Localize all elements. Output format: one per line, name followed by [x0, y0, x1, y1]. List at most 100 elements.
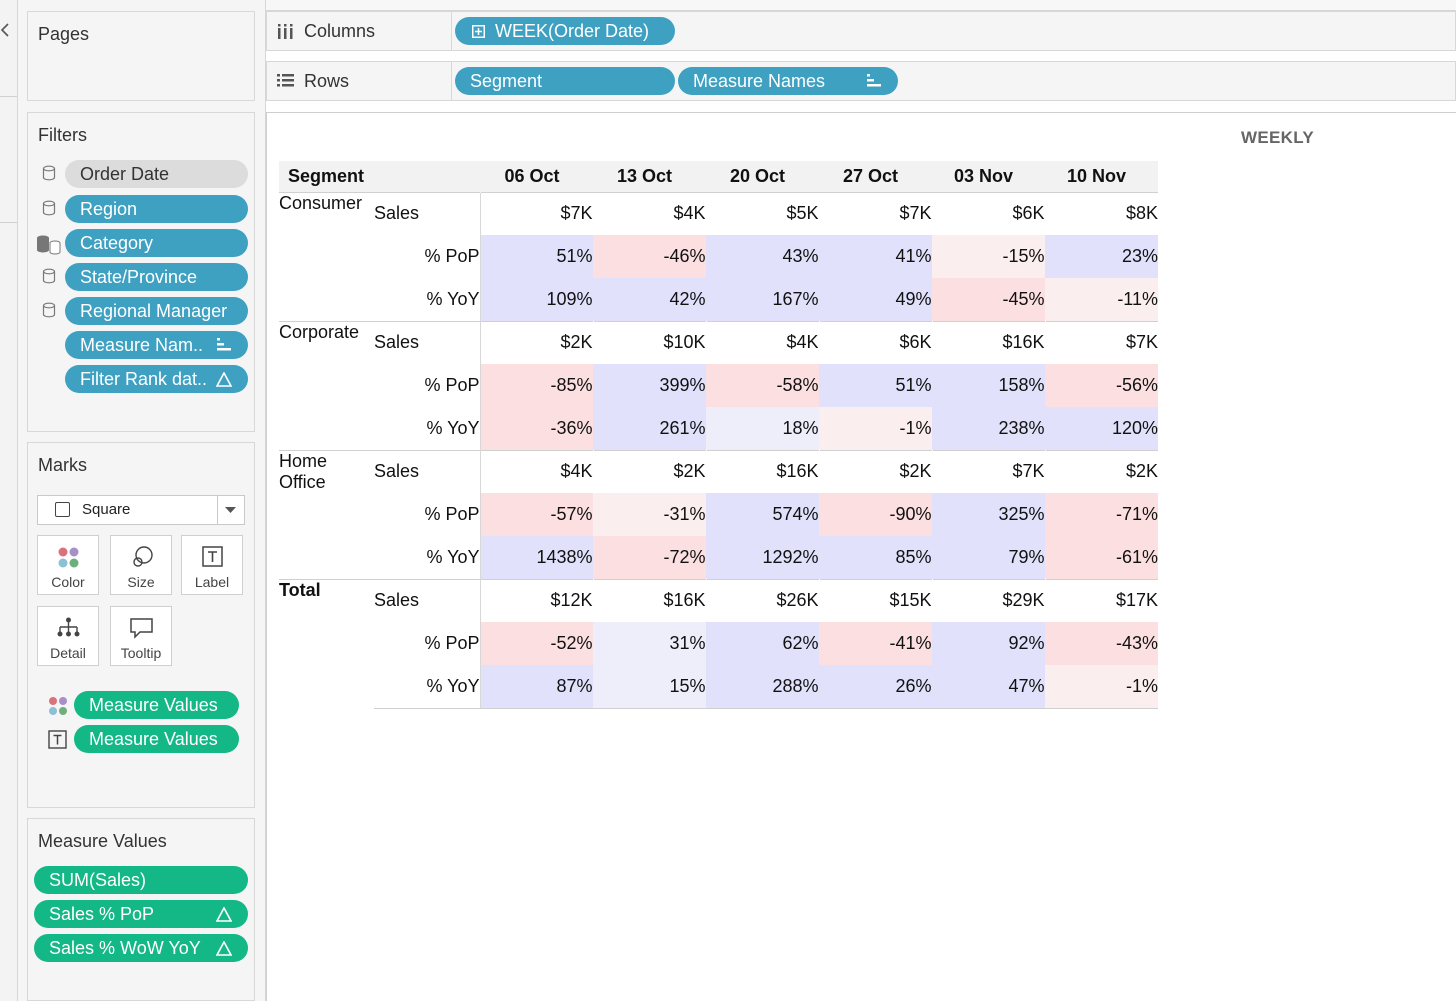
filter-pill-filter-rank-date[interactable]: Filter Rank dat..	[65, 365, 248, 393]
value-cell[interactable]: 15%	[593, 665, 706, 709]
value-cell[interactable]: -61%	[1045, 536, 1158, 579]
value-cell[interactable]: 92%	[932, 622, 1045, 665]
value-cell[interactable]: -41%	[819, 622, 932, 665]
value-cell[interactable]: 288%	[706, 665, 819, 709]
filter-pill-order-date[interactable]: Order Date	[65, 160, 248, 188]
value-cell[interactable]: 85%	[819, 536, 932, 579]
filter-pill-measure-names[interactable]: Measure Nam..	[65, 331, 248, 359]
mv-sum-sales[interactable]: SUM(Sales)	[34, 866, 248, 894]
value-cell[interactable]: 43%	[706, 235, 819, 278]
value-cell[interactable]: $7K	[932, 449, 1045, 493]
value-cell[interactable]: $26K	[706, 578, 819, 622]
value-cell[interactable]: 120%	[1045, 407, 1158, 450]
label-button[interactable]: Label	[181, 535, 243, 595]
measure-name-label[interactable]: % YoY	[374, 665, 480, 709]
value-cell[interactable]: -45%	[932, 278, 1045, 321]
value-cell[interactable]: $16K	[932, 320, 1045, 364]
value-cell[interactable]: $4K	[593, 191, 706, 235]
measure-name-label[interactable]: % PoP	[424, 375, 480, 395]
marks-field-measure-values[interactable]: Measure Values	[74, 691, 239, 719]
value-cell[interactable]: $2K	[593, 449, 706, 493]
value-cell[interactable]: 1438%	[479, 536, 593, 579]
measure-name-label[interactable]: % YoY	[426, 417, 480, 438]
value-cell[interactable]: $10K	[593, 320, 706, 364]
value-cell[interactable]: 49%	[819, 278, 932, 321]
value-cell[interactable]: $5K	[706, 191, 819, 235]
value-cell[interactable]: 26%	[819, 665, 932, 709]
value-cell[interactable]: $15K	[819, 578, 932, 622]
value-cell[interactable]: 574%	[706, 493, 819, 536]
value-cell[interactable]: -43%	[1045, 622, 1158, 665]
rows-shelf[interactable]: Rows Segment Measure Names	[266, 61, 1456, 101]
value-cell[interactable]: -31%	[593, 493, 706, 536]
value-cell[interactable]: -72%	[593, 536, 706, 579]
pages-card[interactable]: Pages	[27, 11, 255, 101]
value-cell[interactable]: -57%	[479, 493, 593, 536]
segment-pill[interactable]: Segment	[455, 67, 675, 95]
color-button[interactable]: Color	[37, 535, 99, 595]
value-cell[interactable]: 51%	[479, 235, 593, 278]
value-cell[interactable]: $4K	[479, 449, 593, 493]
measure-name-label[interactable]: Sales	[374, 320, 480, 364]
measure-name-label[interactable]: % YoY	[426, 288, 480, 309]
week-header[interactable]: 20 Oct	[706, 161, 819, 192]
value-cell[interactable]: -56%	[1045, 364, 1158, 407]
measure-name-label[interactable]: % PoP	[424, 633, 480, 653]
value-cell[interactable]: 399%	[593, 364, 706, 407]
value-cell[interactable]: $4K	[706, 320, 819, 364]
value-cell[interactable]: $7K	[479, 191, 593, 235]
value-cell[interactable]: 325%	[932, 493, 1045, 536]
value-cell[interactable]: -58%	[706, 364, 819, 407]
segment-label[interactable]: Corporate	[279, 320, 374, 450]
segment-label[interactable]: Home Office	[279, 449, 374, 579]
filter-pill-region[interactable]: Region	[65, 195, 248, 223]
value-cell[interactable]: $2K	[479, 320, 593, 364]
value-cell[interactable]: -11%	[1045, 278, 1158, 321]
mv-sales-pop[interactable]: Sales % PoP	[34, 900, 248, 928]
value-cell[interactable]: $16K	[593, 578, 706, 622]
measure-name-label[interactable]: % PoP	[424, 246, 480, 266]
segment-label[interactable]: Consumer	[279, 191, 374, 321]
value-cell[interactable]: 42%	[593, 278, 706, 321]
value-cell[interactable]: $8K	[1045, 191, 1158, 235]
week-order-date-pill[interactable]: WEEK(Order Date)	[455, 17, 675, 45]
segment-label[interactable]: Total	[279, 578, 374, 708]
value-cell[interactable]: 79%	[932, 536, 1045, 579]
value-cell[interactable]: 1292%	[706, 536, 819, 579]
value-cell[interactable]: 41%	[819, 235, 932, 278]
filter-pill-state-province[interactable]: State/Province	[65, 263, 248, 291]
value-cell[interactable]: -1%	[1045, 665, 1158, 709]
week-header[interactable]: 13 Oct	[593, 161, 706, 192]
week-header[interactable]: 27 Oct	[819, 161, 932, 192]
value-cell[interactable]: 51%	[819, 364, 932, 407]
size-button[interactable]: Size	[110, 535, 172, 595]
value-cell[interactable]: 158%	[932, 364, 1045, 407]
value-cell[interactable]: -1%	[819, 407, 932, 450]
collapse-icon[interactable]	[0, 22, 10, 38]
mark-type-dropdown[interactable]: Square	[37, 495, 245, 525]
measure-name-label[interactable]: % YoY	[426, 546, 480, 567]
value-cell[interactable]: 87%	[479, 665, 593, 709]
value-cell[interactable]: $7K	[1045, 320, 1158, 364]
mv-sales-wow-yoy[interactable]: Sales % WoW YoY	[34, 934, 248, 962]
value-cell[interactable]: -15%	[932, 235, 1045, 278]
value-cell[interactable]: $2K	[1045, 449, 1158, 493]
value-cell[interactable]: 109%	[479, 278, 593, 321]
value-cell[interactable]: $29K	[932, 578, 1045, 622]
value-cell[interactable]: $12K	[479, 578, 593, 622]
value-cell[interactable]: 238%	[932, 407, 1045, 450]
marks-field-measure-values[interactable]: Measure Values	[74, 725, 239, 753]
detail-button[interactable]: Detail	[37, 606, 99, 666]
value-cell[interactable]: $16K	[706, 449, 819, 493]
filter-pill-regional-manager[interactable]: Regional Manager	[65, 297, 248, 325]
columns-shelf[interactable]: Columns WEEK(Order Date)	[266, 11, 1456, 51]
value-cell[interactable]: -85%	[479, 364, 593, 407]
measure-name-label[interactable]: Sales	[374, 578, 480, 622]
value-cell[interactable]: -46%	[593, 235, 706, 278]
value-cell[interactable]: $17K	[1045, 578, 1158, 622]
tooltip-button[interactable]: Tooltip	[110, 606, 172, 666]
value-cell[interactable]: 18%	[706, 407, 819, 450]
value-cell[interactable]: 167%	[706, 278, 819, 321]
filter-pill-category[interactable]: Category	[65, 229, 248, 257]
value-cell[interactable]: 62%	[706, 622, 819, 665]
